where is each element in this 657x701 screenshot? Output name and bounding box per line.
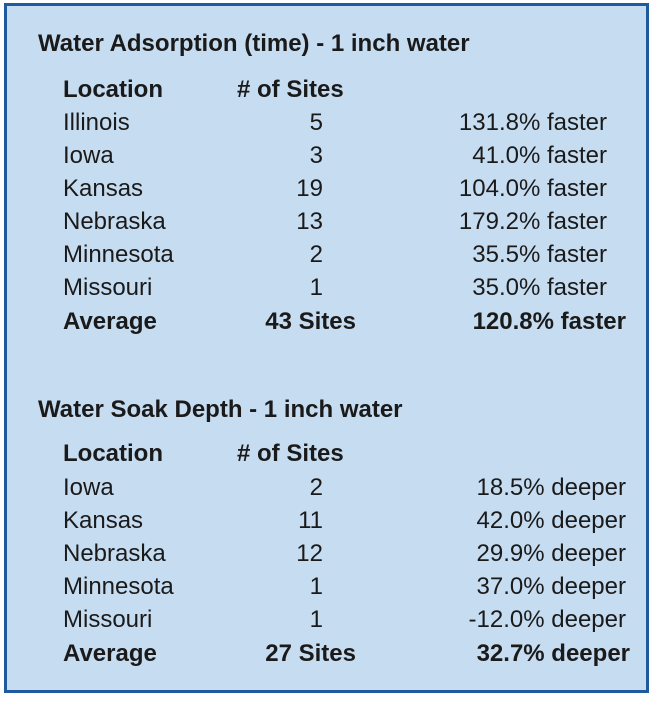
result-cell: 37.0% deeper bbox=[476, 573, 626, 600]
section-2-header-row: Location # of Sites bbox=[7, 440, 646, 473]
average-row: Average 27 Sites 32.7% deeper bbox=[7, 640, 646, 673]
table-row: Missouri 1 -12.0% deeper bbox=[7, 606, 646, 639]
sites-cell: 2 bbox=[309, 241, 323, 268]
sites-cell: 13 bbox=[296, 208, 323, 235]
average-result: 120.8% faster bbox=[472, 308, 626, 335]
sites-cell: 19 bbox=[296, 175, 323, 202]
table-row: Nebraska 13 179.2% faster bbox=[7, 208, 646, 241]
result-cell: 35.0% faster bbox=[472, 274, 607, 301]
table-row: Minnesota 1 37.0% deeper bbox=[7, 573, 646, 606]
result-cell: 18.5% deeper bbox=[476, 474, 626, 501]
average-sites: 27 Sites bbox=[265, 640, 356, 667]
location-cell: Missouri bbox=[63, 606, 153, 633]
result-cell: 35.5% faster bbox=[472, 241, 607, 268]
location-cell: Iowa bbox=[63, 474, 114, 501]
section-1-header-row: Location # of Sites bbox=[7, 76, 646, 109]
sites-cell: 1 bbox=[309, 606, 323, 633]
sites-cell: 5 bbox=[309, 109, 323, 136]
result-cell: 29.9% deeper bbox=[476, 540, 626, 567]
result-cell: 179.2% faster bbox=[458, 208, 607, 235]
sites-column-header: # of Sites bbox=[237, 440, 344, 467]
result-cell: 104.0% faster bbox=[458, 175, 607, 202]
table-row: Nebraska 12 29.9% deeper bbox=[7, 540, 646, 573]
result-cell: 131.8% faster bbox=[458, 109, 607, 136]
location-cell: Nebraska bbox=[63, 208, 166, 235]
location-cell: Kansas bbox=[63, 175, 144, 202]
location-column-header: Location bbox=[63, 440, 163, 467]
section-1-title: Water Adsorption (time) - 1 inch water bbox=[38, 30, 470, 57]
location-cell: Minnesota bbox=[63, 241, 174, 268]
average-row: Average 43 Sites 120.8% faster bbox=[7, 308, 646, 341]
section-2-title: Water Soak Depth - 1 inch water bbox=[38, 396, 403, 423]
sites-cell: 2 bbox=[309, 474, 323, 501]
average-result: 32.7% deeper bbox=[476, 640, 630, 667]
sites-cell: 3 bbox=[309, 142, 323, 169]
table-row: Iowa 3 41.0% faster bbox=[7, 142, 646, 175]
table-row: Illinois 5 131.8% faster bbox=[7, 109, 646, 142]
table-row: Minnesota 2 35.5% faster bbox=[7, 241, 646, 274]
result-cell: 41.0% faster bbox=[472, 142, 607, 169]
sites-column-header: # of Sites bbox=[237, 76, 344, 103]
location-cell: Minnesota bbox=[63, 573, 174, 600]
location-cell: Illinois bbox=[63, 109, 130, 136]
results-panel: Water Adsorption (time) - 1 inch water L… bbox=[4, 3, 649, 693]
location-column-header: Location bbox=[63, 76, 163, 103]
location-cell: Iowa bbox=[63, 142, 114, 169]
average-label: Average bbox=[63, 640, 157, 667]
location-cell: Missouri bbox=[63, 274, 153, 301]
result-cell: 42.0% deeper bbox=[476, 507, 626, 534]
sites-cell: 12 bbox=[296, 540, 323, 567]
average-sites: 43 Sites bbox=[265, 308, 356, 335]
table-row: Iowa 2 18.5% deeper bbox=[7, 474, 646, 507]
table-row: Kansas 11 42.0% deeper bbox=[7, 507, 646, 540]
location-cell: Nebraska bbox=[63, 540, 166, 567]
sites-cell: 1 bbox=[309, 274, 323, 301]
sites-cell: 1 bbox=[309, 573, 323, 600]
table-row: Kansas 19 104.0% faster bbox=[7, 175, 646, 208]
table-row: Missouri 1 35.0% faster bbox=[7, 274, 646, 307]
average-label: Average bbox=[63, 308, 157, 335]
sites-cell: 11 bbox=[298, 507, 323, 534]
result-cell: -12.0% deeper bbox=[468, 606, 626, 633]
location-cell: Kansas bbox=[63, 507, 144, 534]
